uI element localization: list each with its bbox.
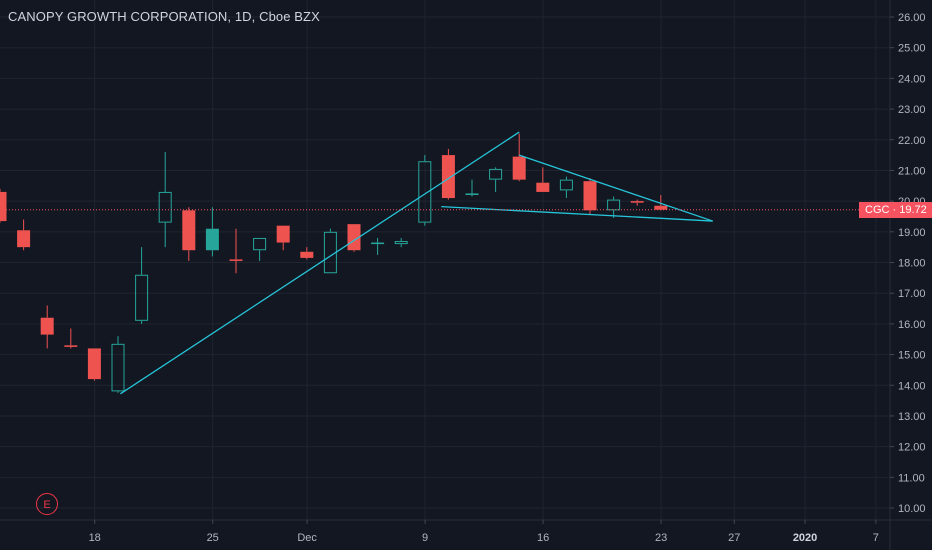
candle <box>559 176 573 199</box>
y-tick-label: 13.00 <box>898 411 926 423</box>
candle-body <box>111 343 125 392</box>
candle <box>182 207 196 261</box>
x-tick-label: 18 <box>89 532 101 544</box>
candle-body <box>465 193 479 195</box>
y-tick-label: 19.00 <box>898 227 926 239</box>
last-price-tag: CGC · 19.72 <box>859 201 932 218</box>
candle-body <box>158 191 172 223</box>
candle-body <box>607 199 621 211</box>
candle <box>87 348 101 381</box>
pattern-line <box>518 154 713 222</box>
candle-body <box>536 182 550 192</box>
candle <box>323 228 337 274</box>
candle <box>135 247 149 324</box>
candle-body <box>418 161 432 223</box>
x-tick-label: 7 <box>873 532 879 544</box>
candle <box>276 225 290 251</box>
candle <box>300 247 314 260</box>
candle-body <box>253 237 267 251</box>
y-tick-label: 12.00 <box>898 442 926 454</box>
y-axis: 10.00 11.00 12.00 13.00 14.00 15.00 16.00 17.00… <box>889 0 926 550</box>
candle-body <box>654 205 668 210</box>
candle <box>371 237 385 255</box>
y-tick-label: 15.00 <box>898 350 926 362</box>
candle-body <box>87 348 101 380</box>
candle <box>512 133 526 182</box>
candle-body <box>64 345 78 347</box>
candle-body <box>371 242 385 245</box>
candle <box>607 196 621 219</box>
y-tick-label: 26.00 <box>898 12 926 24</box>
grid <box>0 0 890 520</box>
candle <box>394 237 408 248</box>
y-tick-label: 17.00 <box>898 288 926 300</box>
y-tick-label: 11.00 <box>898 472 925 484</box>
candle <box>536 167 550 192</box>
y-tick-label: 25.00 <box>898 43 926 55</box>
candle <box>630 199 644 206</box>
candle <box>111 336 125 393</box>
pattern-lines <box>120 131 713 395</box>
candle <box>654 194 668 211</box>
x-tick-label: 25 <box>207 532 219 544</box>
x-tick-label: Dec <box>297 532 317 544</box>
candle <box>40 305 54 349</box>
candle <box>347 224 361 252</box>
candle-body <box>347 224 361 251</box>
candle-body <box>229 259 243 261</box>
candle <box>489 167 503 192</box>
x-tick-label: 2020 <box>793 532 817 544</box>
candle-body <box>300 251 314 258</box>
candle-body <box>441 155 455 199</box>
candle-body <box>205 228 219 251</box>
y-tick-label: 10.00 <box>898 503 926 515</box>
candle-body <box>394 241 408 245</box>
candle-body <box>489 168 503 180</box>
candle <box>418 155 432 226</box>
candle <box>0 188 7 223</box>
y-tick-label: 22.00 <box>898 135 926 147</box>
candle-body <box>40 317 54 335</box>
candle-body <box>559 179 573 191</box>
y-tick-label: 14.00 <box>898 380 926 392</box>
candle-body <box>512 156 526 180</box>
candle <box>205 207 219 257</box>
pattern-line <box>120 131 520 395</box>
candle-body <box>583 181 597 211</box>
candle <box>441 148 455 200</box>
earnings-badge[interactable]: E <box>36 493 58 515</box>
pattern-line <box>441 205 713 222</box>
candle-body <box>276 225 290 243</box>
candle-body <box>0 191 7 222</box>
candle <box>229 228 243 274</box>
y-tick-label: 18.00 <box>898 258 926 270</box>
candle <box>253 237 267 261</box>
candle-body <box>135 274 149 321</box>
x-tick-label: 9 <box>422 532 428 544</box>
x-axis: 18 25 Dec 9 16 23 27 2020 7 <box>0 519 932 544</box>
y-tick-label: 24.00 <box>898 73 926 85</box>
y-tick-label: 23.00 <box>898 104 926 116</box>
x-tick-label: 23 <box>655 532 667 544</box>
x-tick-label: 16 <box>537 532 549 544</box>
chart-title: CANOPY GROWTH CORPORATION, 1D, Cboe BZX <box>8 9 320 24</box>
candle-body <box>630 201 644 203</box>
candle <box>465 179 479 197</box>
y-tick-label: 21.00 <box>898 165 926 177</box>
candles <box>0 133 668 393</box>
candle <box>64 328 78 349</box>
candle <box>158 152 172 248</box>
candle-body <box>17 230 31 248</box>
x-tick-label: 27 <box>728 532 740 544</box>
candle-body <box>182 210 196 251</box>
y-tick-label: 16.00 <box>898 319 926 331</box>
candle <box>17 219 31 251</box>
